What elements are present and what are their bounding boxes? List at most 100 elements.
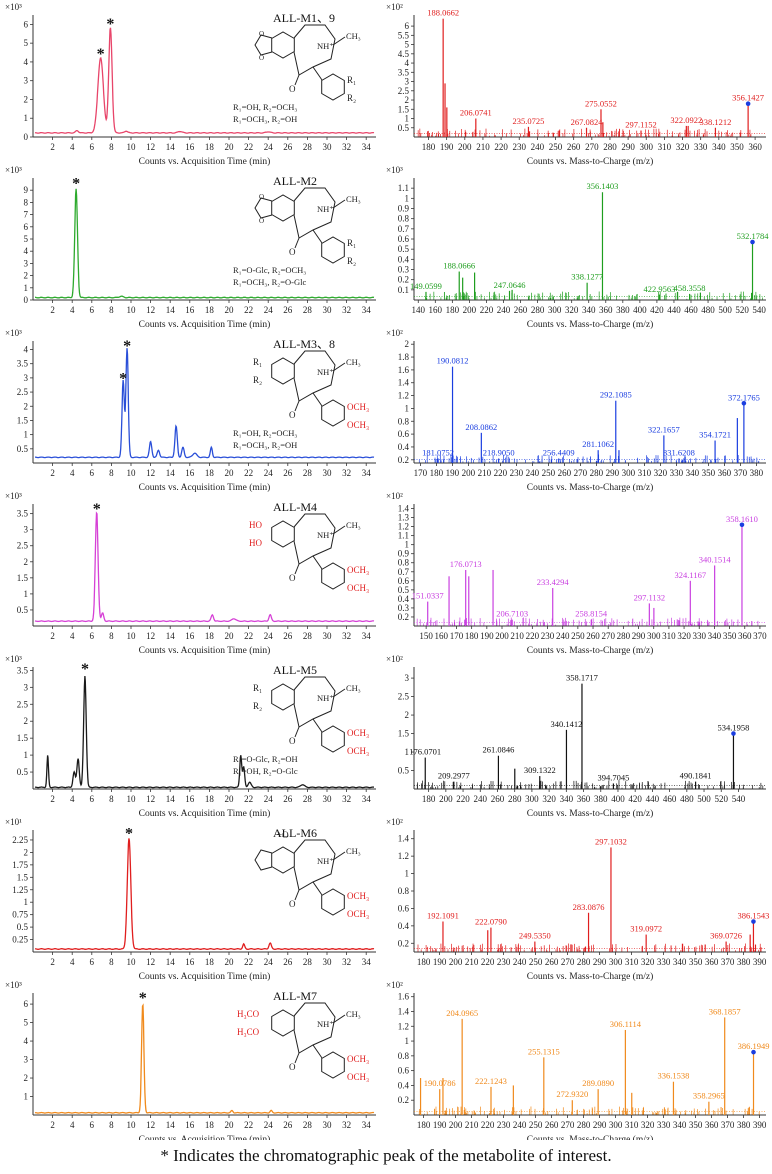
x-tick-label: 320 (641, 1120, 655, 1130)
x-tick-label: 340 (712, 142, 726, 152)
x-tick-label: 320 (676, 142, 690, 152)
y-tick-label: 0.5 (17, 922, 29, 932)
x-axis-label: Counts vs. Mass-to-Charge (m/z) (527, 482, 653, 493)
x-axis-label: Counts vs. Acquisition Time (min) (139, 645, 271, 656)
x-tick-label: 250 (529, 1120, 543, 1130)
ms-panel-5: ×10² 0.5 1 1.5 2 2.5 3 180 200 220 240 260 280 300 320… (386, 654, 766, 819)
precursor-marker (745, 101, 751, 107)
peak-mz-label: 358.1610 (726, 514, 758, 524)
x-tick-label: 14 (166, 468, 176, 478)
peak-mz-label: 289.0890 (582, 1078, 614, 1088)
x-tick-label: 390 (753, 1120, 767, 1130)
bridge-bond (312, 1044, 323, 1059)
y-tick-label: 1 (24, 897, 29, 907)
panel-title: ALL-M3、8 (273, 337, 335, 351)
x-axis-label: Counts vs. Acquisition Time (min) (139, 482, 271, 493)
x-tick-label: 24 (264, 631, 274, 641)
x-tick-label: 140 (412, 305, 426, 315)
x-tick-label: 340 (673, 957, 687, 967)
y-tick-label: 2 (405, 710, 410, 720)
y-tick-label: 2.5 (17, 699, 29, 709)
x-tick-label: 440 (667, 305, 681, 315)
x-tick-label: 310 (662, 631, 676, 641)
panel-title: ALL-M6 (273, 826, 317, 840)
chemical-structure: O NH⁺ CH₃ O O R₁ R₂ R₁=O-Glc, R₂=OCH₃ R₁=OCH₃, R… (233, 187, 361, 287)
y-tick-label: 1.3 (398, 513, 410, 523)
bridge-bond (312, 718, 323, 733)
x-tick-label: 320 (677, 631, 691, 641)
x-tick-label: 10 (127, 631, 137, 641)
y-tick-label: 1 (405, 540, 410, 550)
precursor-marker (731, 731, 736, 736)
x-tick-label: 26 (283, 142, 293, 152)
x-tick-label: 270 (561, 957, 575, 967)
azocine-ring (293, 24, 336, 76)
chromatogram-trace (34, 838, 375, 950)
ammonium-label: NH⁺ (317, 856, 334, 866)
x-tick-label: 8 (109, 1120, 114, 1130)
y-tick-label: 0.4 (398, 442, 410, 452)
x-tick-label: 34 (362, 1120, 372, 1130)
x-tick-label: 6 (90, 631, 95, 641)
substituent-definition: R₁=OCH₃, R₂=OH (233, 114, 297, 124)
x-tick-label: 2 (50, 1120, 55, 1130)
methyl-bond (332, 688, 346, 698)
peak-mz-label: 222.0790 (475, 917, 507, 927)
x-tick-label: 240 (556, 631, 570, 641)
carbonyl-bond (294, 726, 300, 738)
x-tick-label: 26 (283, 957, 293, 967)
x-tick-label: 6 (90, 468, 95, 478)
bridge-bond (312, 881, 323, 896)
peak-mz-label: 336.1538 (658, 1071, 690, 1081)
azocine-ring (293, 513, 336, 565)
x-tick-label: 300 (548, 305, 562, 315)
methoxy-label: OCH₃ (347, 1072, 369, 1082)
carbonyl-o: O (289, 247, 296, 257)
peak-mz-label: 272.9320 (556, 1089, 588, 1099)
x-tick-label: 210 (476, 142, 490, 152)
x-tick-label: 10 (127, 957, 137, 967)
peak-mz-label: 151.0337 (412, 591, 444, 601)
y-tick-label: 0.8 (398, 214, 410, 224)
y-tick-label: 1.4 (398, 834, 410, 844)
x-tick-label: 20 (225, 957, 235, 967)
peak-mz-label: 275.0552 (585, 98, 617, 108)
x-tick-label: 26 (283, 794, 293, 804)
x-tick-label: 260 (514, 305, 528, 315)
x-tick-label: 310 (658, 142, 672, 152)
x-tick-label: 200 (449, 957, 463, 967)
peak-mz-label: 235.0725 (513, 116, 545, 126)
x-axis-label: Counts vs. Mass-to-Charge (m/z) (527, 156, 653, 167)
carbonyl-bond (294, 1052, 300, 1064)
peak-mz-label: 192.1091 (427, 911, 459, 921)
y-tick-label: 3 (24, 373, 29, 383)
x-tick-label: 4 (70, 468, 75, 478)
x-tick-label: 28 (303, 142, 313, 152)
x-tick-label: 4 (70, 305, 75, 315)
x-tick-label: 220 (456, 794, 470, 804)
y-tick-label: 4.5 (398, 49, 410, 59)
axis-exponent: ×10² (386, 491, 403, 501)
y-tick-label: 0.7 (398, 567, 410, 577)
methyl-label: CH₃ (346, 357, 361, 367)
y-tick-label: 0.5 (17, 605, 29, 615)
peak-mz-label: 149.0599 (410, 281, 442, 291)
y-tick-label: 2.5 (17, 541, 29, 551)
methyl-label: CH₃ (346, 194, 361, 204)
x-tick-label: 340 (686, 468, 700, 478)
x-tick-label: 10 (127, 305, 137, 315)
x-tick-label: 180 (417, 957, 431, 967)
x-tick-label: 180 (446, 305, 460, 315)
x-tick-label: 220 (480, 305, 494, 315)
x-tick-label: 440 (646, 794, 660, 804)
x-tick-label: 300 (622, 468, 636, 478)
x-tick-label: 8 (109, 794, 114, 804)
x-tick-label: 12 (146, 142, 155, 152)
axis-exponent: ×10³ (5, 654, 22, 664)
panel-title: ALL-M1、9 (273, 11, 335, 25)
substituent-definition: R₁=O-Glc, R₂=OCH₃ (233, 265, 306, 275)
carbonyl-o: O (289, 736, 296, 746)
x-tick-label: 6 (90, 142, 95, 152)
